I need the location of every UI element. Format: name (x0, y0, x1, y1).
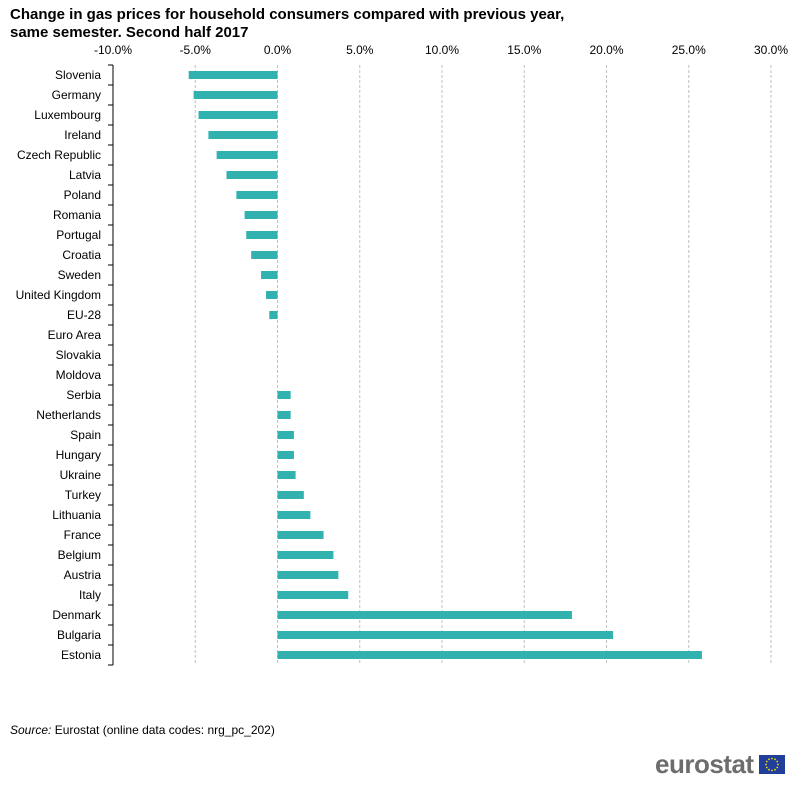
y-tick-label: Sweden (58, 268, 101, 282)
bar-denmark (277, 611, 572, 619)
bar-romania (244, 211, 278, 219)
star-icon (764, 763, 767, 765)
y-tick-label: Estonia (61, 648, 101, 662)
x-tick-label: 15.0% (507, 43, 541, 57)
bar-eu-28 (269, 311, 278, 319)
title-line-2: same semester. Second half 2017 (10, 24, 249, 41)
bar-spain (277, 431, 294, 439)
bar-croatia (251, 251, 278, 259)
bar-belgium (277, 551, 334, 559)
bar-ireland (208, 131, 278, 139)
y-tick-label: Austria (64, 568, 102, 582)
bar-poland (236, 191, 278, 199)
star-icon (767, 768, 770, 771)
bar-france (277, 531, 324, 539)
bar-netherlands (277, 411, 291, 419)
y-tick-label: Croatia (62, 248, 101, 262)
bar-serbia (277, 391, 291, 399)
y-tick-label: Latvia (69, 168, 101, 182)
star-icon (765, 760, 768, 762)
x-tick-label: 20.0% (589, 43, 623, 57)
star-icon (767, 757, 770, 760)
y-tick-label: Serbia (66, 388, 101, 402)
star-icon (770, 757, 773, 759)
bar-austria (277, 571, 339, 579)
y-tick-label: Poland (64, 188, 101, 202)
y-tick-label: Slovakia (56, 348, 102, 362)
y-tick-label: Euro Area (48, 328, 102, 342)
title-line-1: Change in gas prices for household consu… (10, 6, 565, 23)
y-tick-label: Italy (79, 588, 101, 602)
bar-estonia (277, 651, 702, 659)
bar-portugal (246, 231, 278, 239)
star-icon (770, 769, 773, 771)
bar-sweden (261, 271, 278, 279)
y-tick-label: Hungary (56, 448, 101, 462)
bar-turkey (277, 491, 304, 499)
bar-slovenia (188, 71, 278, 79)
y-tick-label: Netherlands (36, 408, 101, 422)
x-tick-label: 5.0% (346, 43, 374, 57)
bar-united-kingdom (265, 291, 278, 299)
eurostat-logo: eurostat (655, 751, 785, 777)
y-tick-label: United Kingdom (16, 288, 101, 302)
x-tick-label: 0.0% (264, 43, 292, 57)
y-tick-label: Turkey (65, 488, 101, 502)
star-icon (773, 768, 776, 771)
bar-luxembourg (198, 111, 278, 119)
x-tick-label: 25.0% (672, 43, 706, 57)
y-tick-label: Belgium (58, 548, 101, 562)
bar-latvia (226, 171, 278, 179)
y-tick-label: Germany (52, 88, 101, 102)
star-icon (765, 766, 768, 768)
y-tick-label: Denmark (52, 608, 102, 622)
y-tick-label: Spain (70, 428, 101, 442)
x-tick-label: 30.0% (754, 43, 788, 57)
y-tick-label: Ireland (64, 128, 101, 142)
bar-lithuania (277, 511, 311, 519)
y-tick-label: Luxembourg (34, 108, 101, 122)
logo-text: eurostat (655, 749, 754, 779)
source-text: Eurostat (online data codes: nrg_pc_202) (51, 723, 275, 737)
bar-germany (193, 91, 278, 99)
star-icon (776, 763, 779, 765)
bar-italy (277, 591, 349, 599)
x-tick-label: -10.0% (94, 43, 132, 57)
x-tick-label: 10.0% (425, 43, 459, 57)
y-tick-label: Moldova (56, 368, 102, 382)
y-tick-label: Bulgaria (57, 628, 101, 642)
y-tick-label: Ukraine (60, 468, 102, 482)
y-tick-label: Slovenia (55, 68, 101, 82)
star-icon (775, 760, 778, 762)
chart-title: Change in gas prices for household consu… (10, 6, 710, 42)
y-tick-label: Romania (53, 208, 101, 222)
y-tick-label: Czech Republic (17, 148, 101, 162)
source-label: Source: (10, 723, 52, 737)
y-tick-label: France (64, 528, 102, 542)
eu-flag-icon (758, 754, 785, 774)
bar-czech-republic (216, 151, 278, 159)
x-tick-label: -5.0% (180, 43, 212, 57)
y-tick-label: Portugal (56, 228, 101, 242)
star-icon (775, 766, 778, 768)
bar-bulgaria (277, 631, 614, 639)
y-tick-label: Lithuania (52, 508, 101, 522)
y-tick-label: EU-28 (67, 308, 101, 322)
bar-chart: -10.0% -5.0% 0.0% 5.0% 10.0% 15.0% 20.0% 25.0% 3… (16, 43, 788, 666)
source-note: Source: Eurostat (online data codes: nrg… (10, 723, 275, 737)
bar-hungary (277, 451, 294, 459)
star-icon (773, 757, 776, 760)
bar-ukraine (277, 471, 296, 479)
